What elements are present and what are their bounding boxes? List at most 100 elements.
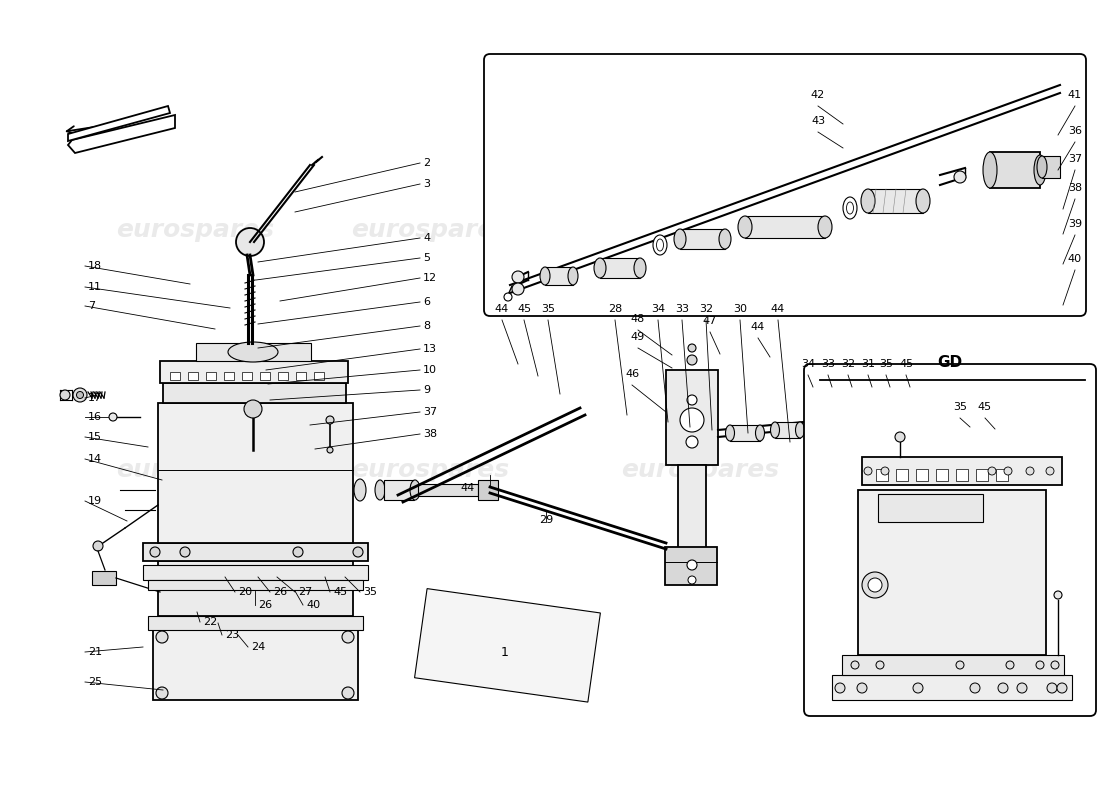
Ellipse shape	[756, 425, 764, 441]
Ellipse shape	[1037, 156, 1047, 178]
Text: 35: 35	[541, 304, 556, 314]
Text: 35: 35	[363, 587, 377, 597]
Text: eurospares: eurospares	[351, 218, 509, 242]
Text: 7: 7	[88, 301, 95, 311]
Bar	[224, 372, 234, 380]
Text: 34: 34	[651, 304, 666, 314]
Text: 28: 28	[608, 304, 623, 314]
Bar	[812, 418, 834, 434]
Text: eurospares: eurospares	[620, 218, 779, 242]
Text: 40: 40	[306, 600, 320, 610]
Bar	[544, 267, 573, 285]
Text: 47: 47	[703, 316, 717, 326]
Circle shape	[236, 228, 264, 256]
Text: eurospares: eurospares	[351, 458, 509, 482]
Text: GD: GD	[937, 355, 962, 370]
Circle shape	[504, 293, 512, 301]
Text: 45: 45	[517, 304, 531, 314]
Text: 17: 17	[88, 393, 102, 403]
Bar	[956, 469, 968, 481]
Bar	[196, 343, 311, 361]
Bar	[158, 403, 353, 543]
Circle shape	[876, 661, 884, 669]
Text: 11: 11	[88, 282, 102, 292]
Bar	[776, 422, 800, 438]
Text: 35: 35	[879, 359, 893, 369]
Circle shape	[1036, 661, 1044, 669]
Ellipse shape	[873, 411, 882, 427]
Circle shape	[688, 395, 697, 405]
Bar	[260, 372, 270, 380]
Bar	[862, 457, 1062, 485]
Ellipse shape	[568, 267, 578, 285]
Text: 34: 34	[801, 359, 815, 369]
Text: eurospares: eurospares	[620, 458, 779, 482]
Text: 45: 45	[333, 587, 348, 597]
Text: 35: 35	[953, 402, 967, 412]
Bar	[418, 484, 478, 496]
Bar	[916, 469, 928, 481]
Text: 24: 24	[251, 642, 265, 652]
Bar	[976, 469, 988, 481]
Text: 13: 13	[424, 344, 437, 354]
Ellipse shape	[354, 479, 366, 501]
Ellipse shape	[807, 418, 816, 434]
Text: 30: 30	[733, 304, 747, 314]
Ellipse shape	[795, 422, 804, 438]
Bar	[415, 589, 601, 702]
Text: 37: 37	[424, 407, 437, 417]
Bar	[896, 469, 907, 481]
Circle shape	[1006, 661, 1014, 669]
Ellipse shape	[634, 258, 646, 278]
Ellipse shape	[594, 258, 606, 278]
Ellipse shape	[829, 418, 838, 434]
Text: 22: 22	[204, 617, 218, 627]
Circle shape	[180, 547, 190, 557]
Text: 33: 33	[675, 304, 689, 314]
Ellipse shape	[861, 189, 875, 213]
Circle shape	[688, 560, 697, 570]
Circle shape	[688, 355, 697, 365]
Bar	[478, 480, 498, 500]
Circle shape	[109, 413, 117, 421]
Bar	[1042, 156, 1060, 178]
Ellipse shape	[843, 197, 857, 219]
Circle shape	[60, 390, 70, 400]
Circle shape	[1004, 467, 1012, 475]
Text: eurospares: eurospares	[116, 218, 274, 242]
Text: eurospares: eurospares	[116, 458, 274, 482]
Text: 18: 18	[88, 261, 102, 271]
Ellipse shape	[934, 410, 946, 446]
Bar	[143, 565, 368, 580]
Text: 20: 20	[238, 587, 252, 597]
Ellipse shape	[726, 425, 735, 441]
Circle shape	[835, 683, 845, 693]
Text: 45: 45	[899, 359, 913, 369]
Circle shape	[954, 171, 966, 183]
Text: 12: 12	[424, 273, 437, 283]
Text: 36: 36	[1068, 126, 1082, 136]
Text: 32: 32	[698, 304, 713, 314]
Text: 21: 21	[88, 647, 102, 657]
Circle shape	[73, 388, 87, 402]
Ellipse shape	[657, 239, 663, 251]
Circle shape	[970, 683, 980, 693]
Text: 25: 25	[88, 677, 102, 687]
Ellipse shape	[916, 189, 930, 213]
Text: 38: 38	[424, 429, 437, 439]
Circle shape	[342, 631, 354, 643]
Circle shape	[512, 271, 524, 283]
Circle shape	[688, 576, 696, 584]
FancyBboxPatch shape	[804, 364, 1096, 716]
Bar	[384, 480, 414, 500]
Text: 44: 44	[495, 304, 509, 314]
Bar	[842, 655, 1064, 675]
Circle shape	[1018, 683, 1027, 693]
Text: 31: 31	[861, 359, 875, 369]
Ellipse shape	[770, 422, 780, 438]
Circle shape	[864, 467, 872, 475]
Bar	[148, 616, 363, 630]
Bar	[163, 383, 346, 403]
Bar	[666, 370, 718, 465]
Circle shape	[1057, 683, 1067, 693]
